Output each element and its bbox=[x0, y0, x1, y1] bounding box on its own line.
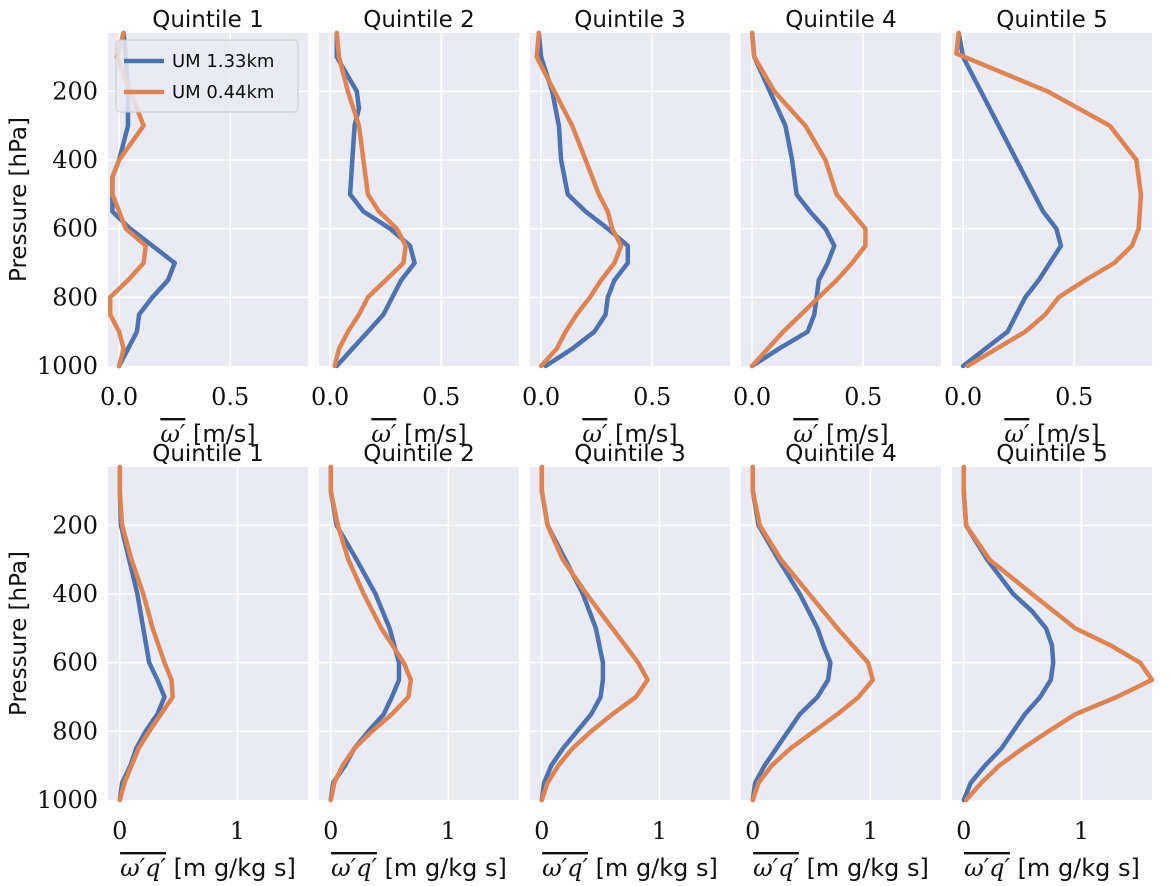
series-um-0-44km bbox=[749, 30, 868, 369]
panel-r1-c1: Quintile 1 0.0 0.5 ω′ [m/s] 200 400 600 800 1000… bbox=[6, 7, 308, 448]
y-axis-label: Pressure [hPa] bbox=[6, 551, 32, 716]
y-tick-label: 200 bbox=[52, 77, 98, 105]
series-um-0-44km bbox=[954, 30, 1144, 369]
x-tick-label: 0.5 bbox=[633, 383, 671, 411]
panel-title: Quintile 1 bbox=[152, 7, 264, 33]
series-um-1-33km bbox=[749, 30, 837, 369]
legend-label: UM 1.33km bbox=[172, 51, 274, 72]
x-tick-label: 1 bbox=[1074, 817, 1089, 845]
y-axis-label: Pressure [hPa] bbox=[6, 117, 32, 282]
x-tick-label: 0.5 bbox=[1055, 383, 1093, 411]
x-tick-label: 0.5 bbox=[844, 383, 882, 411]
y-tick-label: 600 bbox=[52, 649, 98, 677]
y-tick-label: 1000 bbox=[37, 786, 98, 814]
x-tick-label: 0.0 bbox=[944, 383, 982, 411]
y-tick-label: 400 bbox=[52, 580, 98, 608]
series-um-0-44km bbox=[534, 30, 624, 369]
series-um-0-44km bbox=[107, 30, 149, 369]
panel-title: Quintile 5 bbox=[996, 7, 1108, 33]
x-tick-label: 0 bbox=[323, 817, 338, 845]
panel-title: Quintile 2 bbox=[363, 441, 475, 467]
panel-r1-c3: Quintile 3 0.0 0.5 ω′ [m/s] bbox=[522, 7, 730, 448]
series-um-0-44km bbox=[328, 464, 414, 803]
x-tick-label: 1 bbox=[652, 817, 667, 845]
x-tick-label: 0.0 bbox=[311, 383, 349, 411]
panel-background bbox=[952, 467, 1152, 800]
series-um-0-44km bbox=[332, 30, 408, 369]
panel-r1-c5: Quintile 5 0.0 0.5 ω′ [m/s] bbox=[944, 7, 1152, 448]
panel-background bbox=[952, 33, 1152, 366]
x-tick-label: 1 bbox=[863, 817, 878, 845]
x-tick-label: 1 bbox=[230, 817, 245, 845]
y-tick-label: 400 bbox=[52, 146, 98, 174]
x-tick-label: 0.0 bbox=[522, 383, 560, 411]
panel-background bbox=[530, 33, 730, 366]
x-axis-label: ω′ [m/s] bbox=[793, 420, 888, 448]
x-axis-label: ω′q′ [m g/kg s] bbox=[120, 854, 296, 882]
x-tick-label: 0.0 bbox=[100, 383, 138, 411]
x-tick-label: 0 bbox=[956, 817, 971, 845]
series-um-1-33km bbox=[956, 30, 1064, 369]
legend: UM 1.33km UM 0.44km bbox=[115, 39, 299, 113]
panel-title: Quintile 5 bbox=[996, 441, 1108, 467]
series-um-1-33km bbox=[110, 30, 177, 369]
y-tick-label: 800 bbox=[52, 283, 98, 311]
x-axis-label: ω′ [m/s] bbox=[160, 420, 255, 448]
panel-r2-c3: Quintile 3 0 1 ω′q′ [m g/kg s] bbox=[530, 441, 730, 882]
series-um-0-44km bbox=[117, 464, 175, 803]
series-um-0-44km bbox=[539, 464, 650, 803]
x-tick-label: 0.5 bbox=[211, 383, 249, 411]
series-um-0-44km bbox=[750, 464, 876, 803]
panel-r1-c2: Quintile 2 0.0 0.5 ω′ [m/s] bbox=[311, 7, 519, 448]
y-tick-label: 200 bbox=[52, 511, 98, 539]
panel-r2-c5: Quintile 5 0 1 ω′q′ [m g/kg s] bbox=[952, 441, 1155, 882]
x-tick-label: 0 bbox=[112, 817, 127, 845]
y-tick-label: 800 bbox=[52, 717, 98, 745]
panel-title: Quintile 4 bbox=[785, 7, 897, 33]
x-tick-label: 0.0 bbox=[733, 383, 771, 411]
panel-r2-c4: Quintile 4 0 1 ω′q′ [m g/kg s] bbox=[741, 441, 941, 882]
x-axis-label: ω′ [m/s] bbox=[371, 420, 466, 448]
x-axis-label: ω′ [m/s] bbox=[1004, 420, 1099, 448]
y-tick-label: 600 bbox=[52, 215, 98, 243]
series-um-1-33km bbox=[334, 30, 417, 369]
x-axis-label: ω′q′ [m g/kg s] bbox=[964, 854, 1140, 882]
series-um-0-44km bbox=[961, 464, 1155, 803]
y-tick-label: 1000 bbox=[37, 352, 98, 380]
panel-r2-c2: Quintile 2 0 1 ω′q′ [m g/kg s] bbox=[319, 441, 519, 882]
x-tick-label: 0.5 bbox=[422, 383, 460, 411]
panel-background bbox=[319, 33, 519, 366]
panel-title: Quintile 3 bbox=[574, 441, 686, 467]
panel-background bbox=[319, 467, 519, 800]
panel-title: Quintile 4 bbox=[785, 441, 897, 467]
x-tick-label: 0 bbox=[534, 817, 549, 845]
x-tick-label: 0 bbox=[745, 817, 760, 845]
x-axis-label: ω′q′ [m g/kg s] bbox=[331, 854, 507, 882]
panel-title: Quintile 1 bbox=[152, 441, 264, 467]
panel-r2-c1: Quintile 1 0 1 ω′q′ [m g/kg s] 200 400 600 800 1… bbox=[6, 441, 308, 882]
panel-r1-c4: Quintile 4 0.0 0.5 ω′ [m/s] bbox=[733, 7, 941, 448]
panel-title: Quintile 2 bbox=[363, 7, 475, 33]
legend-label: UM 0.44km bbox=[172, 82, 274, 103]
x-tick-label: 1 bbox=[441, 817, 456, 845]
panel-title: Quintile 3 bbox=[574, 7, 686, 33]
x-axis-label: ω′q′ [m g/kg s] bbox=[753, 854, 929, 882]
x-axis-label: ω′q′ [m g/kg s] bbox=[542, 854, 718, 882]
x-axis-label: ω′ [m/s] bbox=[582, 420, 677, 448]
